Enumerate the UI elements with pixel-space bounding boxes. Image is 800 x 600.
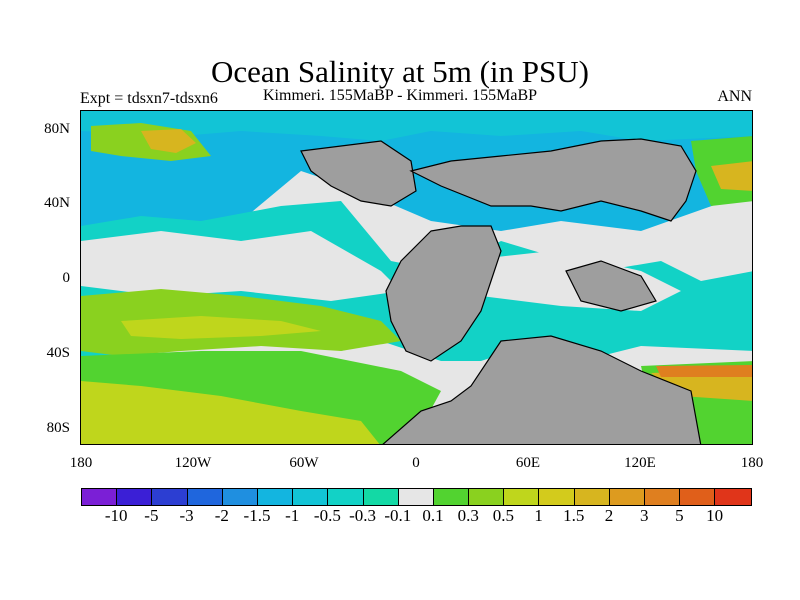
- anomaly-orange-north-east: [711, 161, 752, 191]
- colorbar-label: 2: [604, 506, 614, 525]
- colorbar-swatch: [257, 489, 294, 505]
- experiment-label: Expt = tdsxn7-tdsxn6: [80, 90, 218, 107]
- map-title: Ocean Salinity at 5m (in PSU): [211, 54, 589, 89]
- colorbar-label: 0.1: [422, 506, 444, 525]
- land-south-america: [385, 225, 502, 362]
- colorbar-swatch: [680, 489, 716, 505]
- land-antarctica: [382, 335, 702, 444]
- land-masses: [300, 138, 702, 444]
- land-africa-east: [565, 260, 657, 312]
- salinity-map: [80, 110, 753, 445]
- colorbar-label: -1: [285, 506, 300, 525]
- colorbar-swatch: [222, 489, 258, 505]
- colorbar-swatch: [82, 489, 118, 505]
- colorbar-label: -0.5: [313, 506, 341, 525]
- lat-tick-40s: 40S: [46, 345, 70, 361]
- colorbar: [81, 488, 752, 506]
- map-subtitle: Kimmeri. 155MaBP - Kimmeri. 155MaBP: [263, 87, 538, 104]
- colorbar-label: 1: [534, 506, 543, 525]
- colorbar-label: -3: [179, 506, 194, 525]
- colorbar-label: 1.5: [563, 506, 585, 525]
- colorbar-label: -0.1: [384, 506, 412, 525]
- colorbar-label: -1.5: [243, 506, 271, 525]
- lon-tick-180e: 180: [740, 455, 764, 471]
- colorbar-swatch: [293, 489, 329, 505]
- colorbar-label: 10: [706, 506, 724, 525]
- lon-tick-180w: 180: [69, 455, 93, 471]
- land-north-america: [300, 140, 417, 207]
- anomaly-orange-arctic-pacific: [141, 129, 196, 153]
- colorbar-label: 0.5: [492, 506, 515, 525]
- colorbar-swatch: [433, 489, 470, 505]
- colorbar-label: -10: [104, 506, 128, 525]
- anomaly-yellow-southern: [81, 381, 380, 444]
- colorbar-swatch: [117, 489, 153, 505]
- colorbar-swatch: [469, 489, 505, 505]
- anomaly-cyan-arctic: [81, 111, 752, 141]
- colorbar-swatch: [645, 489, 681, 505]
- season-label: ANN: [717, 88, 752, 105]
- colorbar-label: 3: [639, 506, 649, 525]
- lon-tick-0: 0: [412, 455, 420, 471]
- colorbar-swatch: [328, 489, 364, 505]
- anomaly-orange-south-east: [651, 369, 752, 401]
- anomaly-red-south-east: [656, 365, 752, 377]
- colorbar-swatch: [504, 489, 540, 505]
- colorbar-swatch: [609, 489, 645, 505]
- colorbar-swatch: [539, 489, 575, 505]
- colorbar-swatch: [363, 489, 399, 505]
- colorbar-swatch: [715, 489, 751, 505]
- lat-tick-80n: 80N: [44, 121, 70, 137]
- colorbar-swatch: [152, 489, 188, 505]
- colorbar-swatch: [574, 489, 610, 505]
- land-eurasia: [409, 138, 697, 222]
- lon-tick-60e: 60E: [515, 455, 541, 471]
- lat-tick-0: 0: [62, 270, 71, 286]
- lat-tick-40n: 40N: [44, 195, 70, 211]
- map-canvas: [81, 111, 752, 444]
- anomaly-yellow-south-pacific: [121, 316, 321, 339]
- colorbar-label: -0.3: [349, 506, 377, 525]
- lat-tick-80s: 80S: [46, 420, 70, 436]
- colorbar-swatch: [398, 489, 434, 505]
- lon-tick-120e: 120E: [624, 455, 656, 471]
- colorbar-label: -2: [214, 506, 229, 525]
- lon-tick-120w: 120W: [174, 455, 212, 471]
- colorbar-label: -5: [144, 506, 159, 525]
- anomaly-neutral-band-north: [81, 231, 401, 301]
- anomaly-cyan-north: [81, 111, 752, 241]
- colorbar-label: 5: [675, 506, 684, 525]
- lon-tick-60w: 60W: [289, 455, 319, 471]
- colorbar-swatch: [187, 489, 223, 505]
- colorbar-label: 0.3: [457, 506, 479, 525]
